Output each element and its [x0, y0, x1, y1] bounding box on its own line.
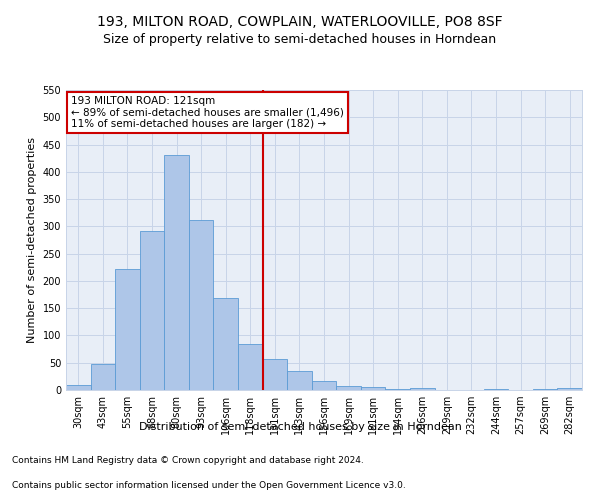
Bar: [263, 359, 287, 390]
Bar: [238, 344, 263, 390]
Bar: [115, 269, 140, 390]
Bar: [312, 380, 336, 390]
Bar: [533, 389, 557, 390]
Bar: [484, 389, 508, 390]
Bar: [336, 386, 361, 390]
Text: Size of property relative to semi-detached houses in Horndean: Size of property relative to semi-detach…: [103, 32, 497, 46]
Bar: [385, 389, 410, 390]
Text: Contains public sector information licensed under the Open Government Licence v3: Contains public sector information licen…: [12, 481, 406, 490]
Bar: [214, 298, 238, 390]
Bar: [164, 156, 189, 390]
Text: 193, MILTON ROAD, COWPLAIN, WATERLOOVILLE, PO8 8SF: 193, MILTON ROAD, COWPLAIN, WATERLOOVILL…: [97, 15, 503, 29]
Y-axis label: Number of semi-detached properties: Number of semi-detached properties: [27, 137, 37, 343]
Bar: [361, 388, 385, 390]
Bar: [557, 388, 582, 390]
Text: 193 MILTON ROAD: 121sqm
← 89% of semi-detached houses are smaller (1,496)
11% of: 193 MILTON ROAD: 121sqm ← 89% of semi-de…: [71, 96, 344, 129]
Text: Distribution of semi-detached houses by size in Horndean: Distribution of semi-detached houses by …: [139, 422, 461, 432]
Bar: [287, 371, 312, 390]
Bar: [91, 364, 115, 390]
Bar: [66, 384, 91, 390]
Bar: [410, 388, 434, 390]
Bar: [140, 230, 164, 390]
Bar: [189, 220, 214, 390]
Text: Contains HM Land Registry data © Crown copyright and database right 2024.: Contains HM Land Registry data © Crown c…: [12, 456, 364, 465]
